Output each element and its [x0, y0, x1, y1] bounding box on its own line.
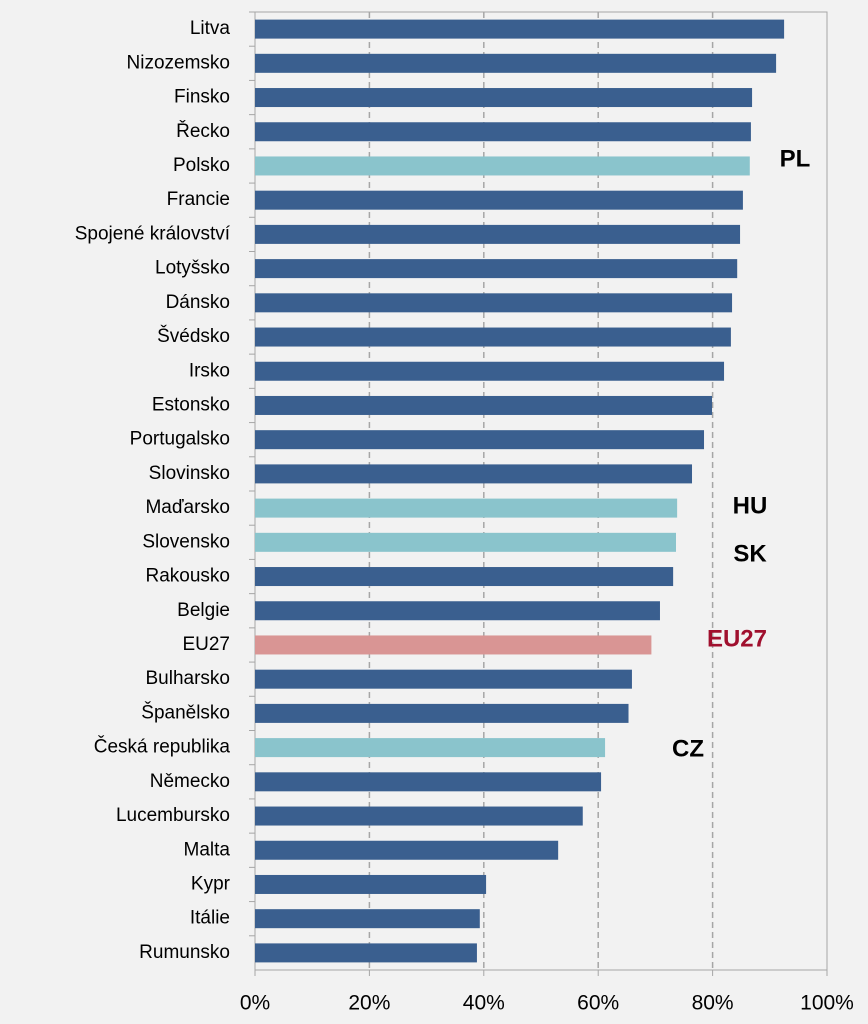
bar — [255, 703, 629, 723]
category-label: Kypr — [191, 873, 231, 894]
bar — [255, 772, 602, 792]
category-label: Řecko — [176, 120, 230, 142]
category-label: Polsko — [173, 155, 230, 176]
bar — [255, 669, 632, 689]
category-label: Slovinsko — [149, 463, 230, 484]
annotation: PL — [780, 145, 811, 172]
x-tick-label: 100% — [800, 992, 854, 1015]
bar — [255, 806, 583, 826]
x-tick-label: 20% — [348, 992, 390, 1015]
category-label: Portugalsko — [130, 429, 230, 450]
bar — [255, 259, 738, 279]
bar — [255, 293, 733, 313]
bar — [255, 53, 777, 73]
bar — [255, 738, 606, 758]
category-label: Rakousko — [146, 566, 231, 587]
category-label: Itálie — [190, 908, 230, 929]
x-tick-label: 60% — [577, 992, 619, 1015]
bar — [255, 190, 743, 210]
category-label: Litva — [190, 18, 231, 39]
category-label: Česká republika — [94, 736, 231, 758]
bar — [255, 532, 676, 552]
bar — [255, 224, 741, 244]
category-label: EU27 — [182, 634, 230, 655]
plot-area — [254, 11, 828, 971]
x-tick-label: 40% — [463, 992, 505, 1015]
category-label: Spojené království — [75, 223, 231, 244]
bar — [255, 498, 678, 518]
category-label: Španělsko — [141, 701, 230, 723]
category-label: Lucembursko — [116, 805, 230, 826]
category-label: Finsko — [174, 87, 230, 108]
bar — [255, 840, 559, 860]
x-tick-label: 0% — [240, 992, 270, 1015]
category-label: Malta — [184, 839, 231, 860]
bar — [255, 601, 660, 621]
bar — [255, 909, 480, 929]
bar — [255, 430, 705, 450]
category-label: Rumunsko — [139, 942, 230, 963]
category-label: Maďarsko — [145, 497, 230, 518]
annotation: CZ — [672, 735, 704, 762]
bar — [255, 88, 753, 108]
category-label: Belgie — [177, 600, 230, 621]
category-label: Slovensko — [142, 531, 230, 552]
annotation: EU27 — [707, 625, 767, 652]
annotation: HU — [733, 492, 768, 519]
bar — [255, 395, 713, 415]
category-label: Nizozemsko — [127, 52, 230, 73]
annotation: SK — [733, 540, 767, 567]
category-label: Německo — [150, 771, 230, 792]
bar — [255, 635, 652, 655]
bar — [255, 327, 731, 347]
category-label: Estonsko — [152, 394, 230, 415]
category-label: Švédsko — [157, 325, 230, 347]
bar — [255, 874, 487, 894]
bar — [255, 361, 725, 381]
bar — [255, 156, 750, 176]
bar — [255, 19, 785, 39]
category-label: Lotyšsko — [155, 258, 230, 279]
bar — [255, 122, 751, 142]
category-label: Bulharsko — [146, 668, 231, 689]
bar — [255, 464, 693, 484]
x-tick-label: 80% — [692, 992, 734, 1015]
category-label: Dánsko — [166, 292, 230, 313]
category-label: Francie — [167, 189, 230, 210]
bar — [255, 943, 477, 963]
category-label: Irsko — [189, 360, 230, 381]
bar — [255, 567, 674, 587]
